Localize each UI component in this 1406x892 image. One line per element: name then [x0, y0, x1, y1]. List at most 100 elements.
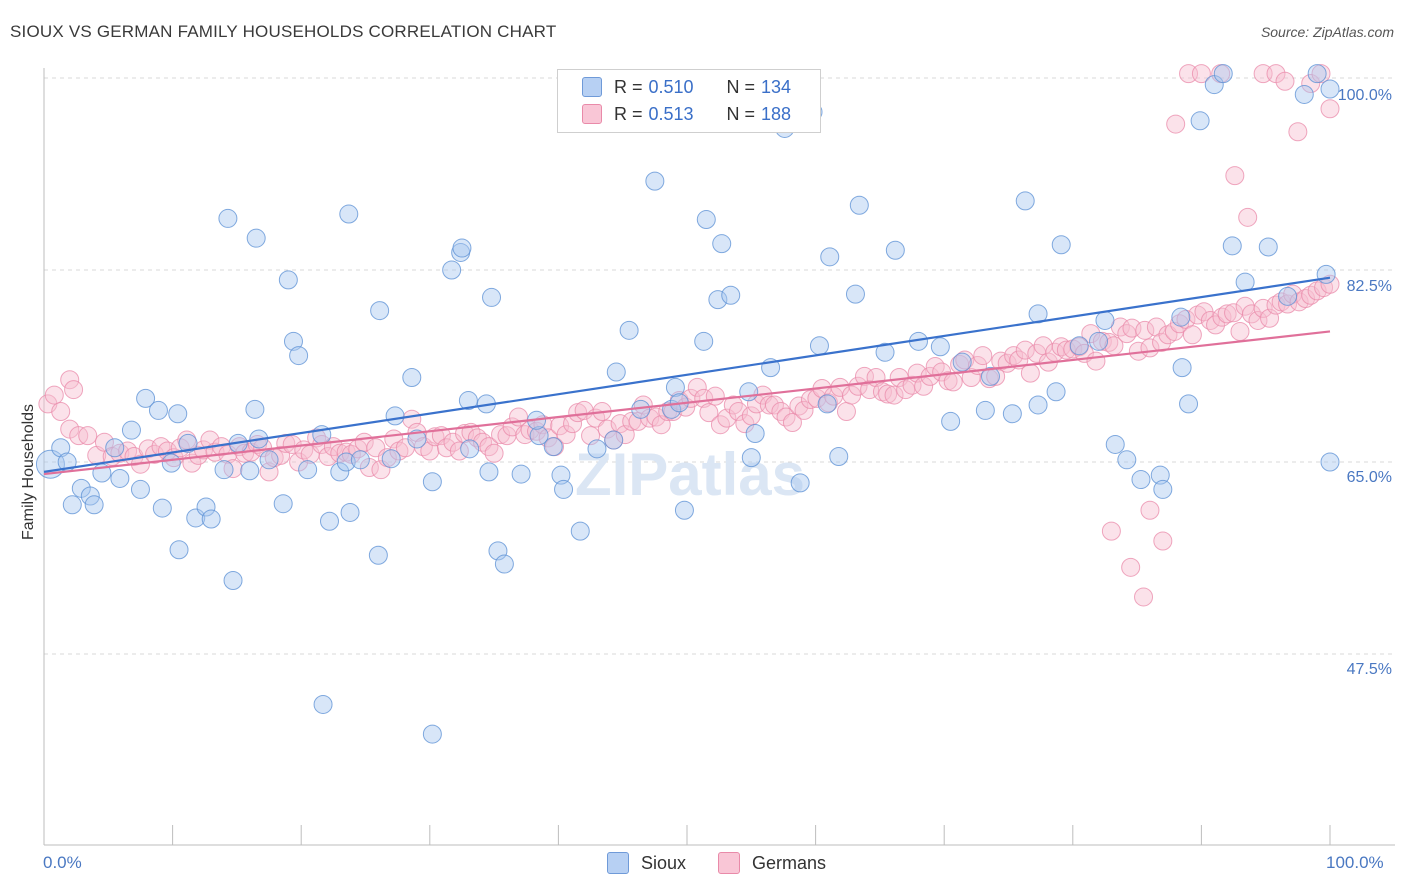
sioux-point	[1258, 237, 1278, 257]
germans-point	[1020, 363, 1040, 383]
germans-point	[1015, 340, 1035, 360]
germans-point	[44, 385, 64, 405]
sioux-point	[543, 437, 563, 457]
sioux-point	[121, 420, 141, 440]
sioux-point	[645, 171, 665, 191]
germans-point	[597, 419, 617, 439]
germans-point	[836, 402, 856, 422]
sioux-point	[1316, 264, 1336, 284]
sioux-point	[240, 461, 260, 481]
sioux-point	[674, 500, 694, 520]
n-value: 188	[761, 103, 792, 124]
sioux-point	[1105, 434, 1125, 454]
sioux-point	[460, 439, 480, 459]
germans-point	[1248, 310, 1268, 330]
sioux-point	[696, 210, 716, 230]
sioux-point	[350, 450, 370, 470]
germans-point	[1230, 321, 1250, 341]
sioux-point	[511, 464, 531, 484]
sioux-point	[442, 260, 462, 280]
sioux-point	[298, 460, 318, 480]
legend-item-germans: Germans	[718, 852, 826, 874]
y-axis-label: Family Households	[20, 403, 37, 540]
sioux-point	[339, 204, 359, 224]
germans-point	[479, 437, 499, 457]
sioux-point	[196, 497, 216, 517]
sioux-point	[214, 460, 234, 480]
sioux-point	[381, 449, 401, 469]
sioux-point	[1235, 272, 1255, 292]
germans-point	[1117, 324, 1137, 344]
germans-point	[556, 425, 576, 445]
sioux-point	[665, 377, 685, 397]
germans-point	[735, 414, 755, 434]
sioux-point	[741, 448, 761, 468]
sioux-point	[1015, 191, 1035, 211]
sioux-point	[809, 336, 829, 356]
sioux-point	[1150, 465, 1170, 485]
sioux-point	[885, 240, 905, 260]
sioux-point	[278, 270, 298, 290]
sioux-point	[1172, 358, 1192, 378]
germans-point	[1153, 531, 1173, 551]
germans-point	[687, 377, 707, 397]
sioux-point	[745, 423, 765, 443]
sioux-point	[494, 554, 514, 574]
sioux-point	[790, 473, 810, 493]
sioux-point	[941, 411, 961, 431]
sioux-point	[452, 238, 472, 258]
sioux-point	[313, 694, 333, 714]
sioux-point	[422, 724, 442, 744]
germans-point	[1081, 324, 1101, 344]
y-tick-label: 82.5%	[1346, 278, 1392, 295]
sioux-point	[336, 452, 356, 472]
germans-point	[694, 388, 714, 408]
watermark-logo: ZIPatlas	[575, 441, 805, 508]
germans-point	[1101, 521, 1121, 541]
sioux-point	[458, 391, 478, 411]
sioux-trend-line	[43, 276, 1331, 473]
sioux-point	[482, 287, 502, 307]
germans-point	[177, 430, 197, 450]
germans-point	[60, 370, 80, 390]
sioux-point	[1131, 470, 1151, 490]
sioux-point	[385, 406, 405, 426]
sioux-point	[402, 368, 422, 388]
sioux-point	[368, 545, 388, 565]
sioux-point	[712, 234, 732, 254]
series-legend: Sioux Germans	[0, 852, 1406, 876]
germans-point	[1288, 122, 1308, 142]
n-label: N =	[726, 76, 756, 97]
germans-point	[884, 385, 904, 405]
sioux-point	[721, 285, 741, 305]
sioux-point	[407, 429, 427, 449]
n-value: 134	[761, 76, 792, 97]
sioux-point	[551, 465, 571, 485]
germans-point	[848, 376, 868, 396]
germans-point	[1135, 320, 1155, 340]
germans-point	[1121, 557, 1141, 577]
sioux-point	[845, 284, 865, 304]
sioux-point	[817, 394, 837, 414]
sioux-point	[1117, 450, 1137, 470]
sioux-point	[587, 439, 607, 459]
legend-row-germans: R = 0.513 N = 188	[582, 102, 791, 126]
germans-point	[1320, 99, 1340, 119]
sioux-point	[1171, 307, 1191, 327]
germans-point	[1146, 317, 1166, 337]
sioux-point	[739, 382, 759, 402]
sioux-point	[370, 301, 390, 321]
sioux-swatch-icon	[582, 77, 602, 97]
sioux-point	[1089, 331, 1109, 351]
germans-point	[782, 413, 802, 433]
germans-point	[1152, 332, 1172, 352]
germans-point	[973, 346, 993, 366]
sioux-point	[875, 342, 895, 362]
germans-point	[699, 403, 719, 423]
sioux-point	[152, 498, 172, 518]
germans-point	[1217, 304, 1237, 324]
sioux-point	[1179, 394, 1199, 414]
germans-point	[1134, 587, 1154, 607]
n-label: N =	[726, 103, 756, 124]
